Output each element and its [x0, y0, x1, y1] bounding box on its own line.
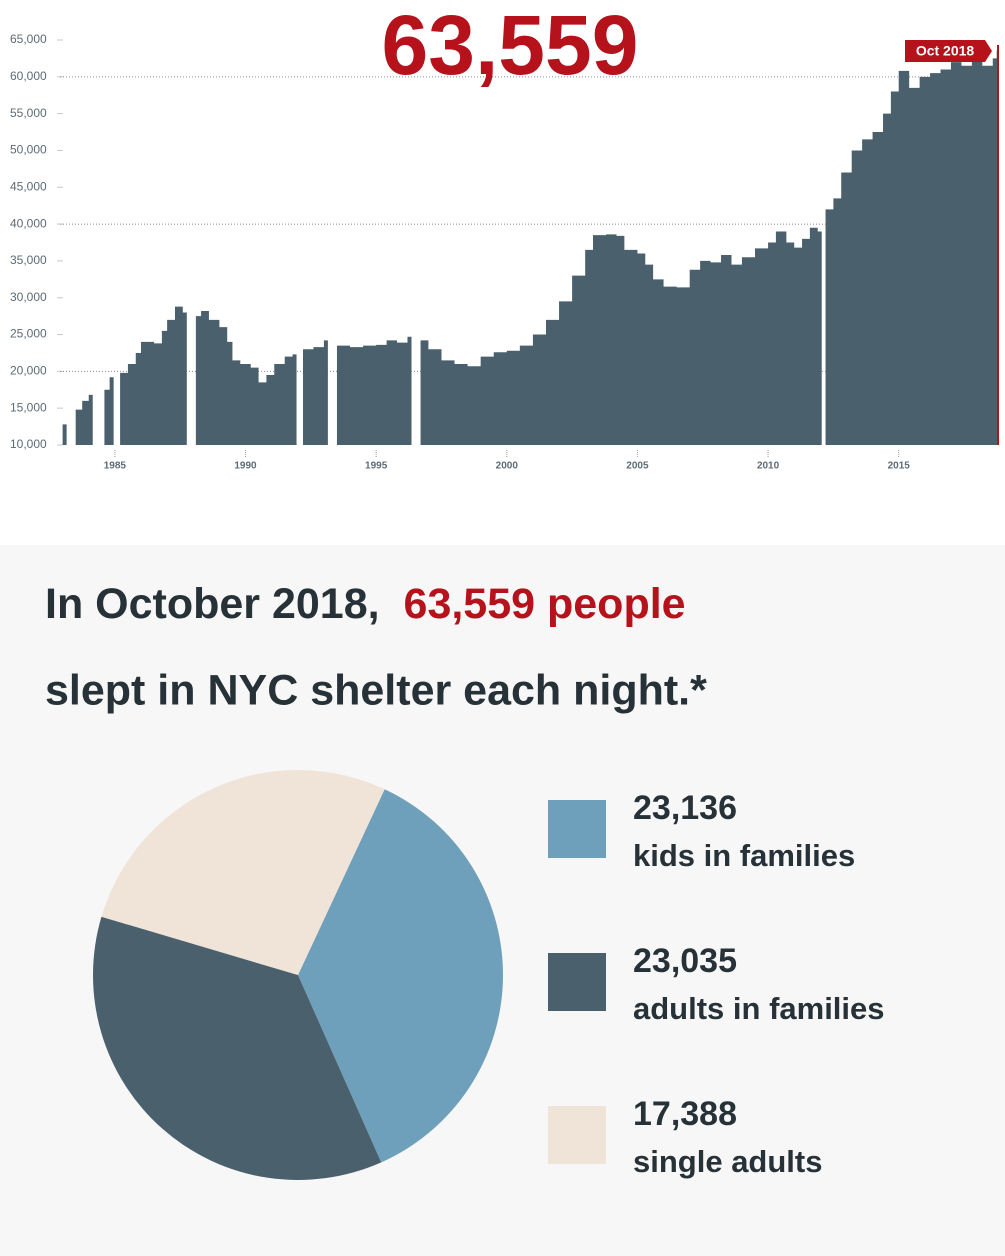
y-tick-label: 50,000	[10, 143, 47, 157]
pie-slice	[298, 789, 504, 1163]
x-tick-label: 2015	[888, 461, 911, 472]
legend-value: 23,136	[633, 789, 737, 827]
y-tick-label: 45,000	[10, 179, 47, 193]
area	[62, 50, 999, 446]
x-tick-label: 2005	[626, 461, 649, 472]
x-tick-label: 2000	[496, 461, 519, 472]
y-tick-label: 65,000	[10, 32, 47, 46]
y-tick-label: 35,000	[10, 253, 47, 267]
legend-label: adults in families	[633, 991, 885, 1026]
y-tick-label: 10,000	[10, 437, 47, 451]
y-tick-label: 60,000	[10, 69, 47, 83]
legend-swatch	[548, 1106, 606, 1164]
x-tick-label: 1995	[365, 461, 388, 472]
headline-number: 63,559	[382, 0, 639, 92]
legend-swatch	[548, 800, 606, 858]
y-tick-label: 55,000	[10, 106, 47, 120]
pie-slice	[101, 770, 385, 975]
legend-swatch	[548, 953, 606, 1011]
pie-slice	[92, 916, 382, 1181]
tag-bg	[905, 40, 992, 62]
legend-value: 17,388	[633, 1095, 737, 1133]
y-tick-label: 30,000	[10, 290, 47, 304]
x-tick-label: 2010	[757, 461, 780, 472]
y-tick-label: 40,000	[10, 216, 47, 230]
x-tick-label: 1985	[104, 461, 127, 472]
headline-line-1: In October 2018, 63,559 people	[45, 580, 686, 628]
headline-line-2: slept in NYC shelter each night.*	[45, 666, 707, 714]
x-tick-label: 1990	[234, 461, 257, 472]
headline-part: In October 2018,	[45, 580, 380, 628]
legend-label: single adults	[633, 1144, 822, 1179]
legend-value: 23,035	[633, 942, 737, 980]
y-tick-label: 15,000	[10, 400, 47, 414]
y-tick-label: 20,000	[10, 364, 47, 378]
legend-label: kids in families	[633, 838, 855, 873]
y-tick-label: 25,000	[10, 327, 47, 341]
tag-label: Oct 2018	[916, 43, 975, 59]
headline-highlight: 63,559 people	[404, 580, 686, 628]
